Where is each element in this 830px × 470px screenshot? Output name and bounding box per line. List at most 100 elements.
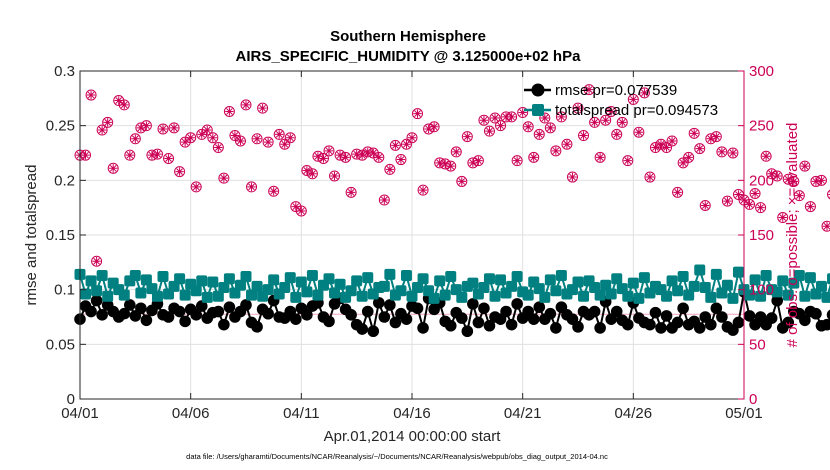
totalspread-point [140,274,152,286]
obs-point [262,136,274,148]
totalspread-series [74,264,830,304]
totalspread-point [804,272,816,284]
totalspread-point [732,266,744,278]
obs-possible-marker [373,151,385,163]
obs-evaluated-marker [263,137,273,147]
totalspread-point [262,284,274,296]
totalspread-point [240,271,252,283]
obs-possible-marker [400,138,412,150]
totalspread-point [511,271,523,283]
rmse-point [649,306,662,319]
obs-possible-marker [627,93,639,105]
obs-evaluated-marker [623,156,632,165]
obs-possible-marker [616,116,628,128]
obs-evaluated-marker [629,95,638,104]
rmse-point [782,316,795,329]
rmse-point [677,302,689,315]
obs-point [539,112,551,124]
obs-point [124,149,136,161]
obs-evaluated-marker [822,222,830,231]
obs-point [80,149,92,161]
rmse-point [483,319,496,332]
obs-evaluated-marker [131,134,140,143]
obs-possible-marker [495,120,507,132]
obs-evaluated-marker [380,195,389,205]
obs-point [528,151,540,163]
obs-possible-marker [439,158,451,170]
obs-point [118,99,130,111]
obs-possible-marker [583,84,595,96]
totalspread-point [793,269,805,281]
totalspread-point [483,273,495,285]
obs-evaluated-marker [203,125,212,135]
obs-evaluated-marker [109,164,118,173]
obs-evaluated-marker [81,150,90,160]
totalspread-point [96,269,108,281]
obs-point [600,114,612,126]
legend-totalspread-marker [532,104,544,116]
obs-possible-marker [483,125,495,137]
obs-evaluated-marker [490,113,500,123]
rmse-point [671,316,684,329]
obs-point [290,201,302,213]
obs-evaluated-marker [518,108,527,117]
y-left-tick-label: 0.15 [46,227,75,244]
x-axis-ticks: 04/01 04/06 04/11 04/16 04/21 04/26 05/01 [61,71,763,422]
obs-possible-marker [771,170,783,182]
totalspread-point [539,291,551,303]
totalspread-point [627,277,639,289]
obs-possible-marker [666,135,678,147]
obs-possible-marker [511,155,523,167]
rmse-point [118,307,131,320]
obs-possible-marker [749,187,761,199]
obs-evaluated-marker [524,122,533,131]
obs-evaluated-marker [258,103,267,113]
chart-subtitle: AIRS_SPECIFIC_HUMIDITY @ 3.125000e+02 hP… [236,48,582,65]
totalspread-point [694,264,706,276]
obs-point [301,164,313,176]
obs-point [489,112,501,124]
rmse-point [810,307,822,320]
rmse-point [821,318,830,331]
totalspread-point [744,289,756,301]
obs-point [815,174,827,186]
obs-evaluated-marker [92,257,101,266]
y-axis-right-label: # of obs: o=possible; ×=evaluated [784,123,801,348]
obs-evaluated-marker [584,85,594,94]
totalspread-point [705,291,717,303]
obs-possible-marker [395,154,407,166]
obs-possible-marker [317,152,329,164]
rmse-point [356,323,369,335]
obs-possible-marker [367,147,379,159]
obs-possible-marker [450,146,462,158]
obs-possible-marker [777,212,789,224]
obs-point [85,89,97,101]
rmse-point [323,315,335,328]
obs-evaluated-marker [252,134,262,143]
x-tick-label: 04/21 [504,405,542,422]
obs-possible-marker [423,123,435,135]
obs-possible-marker [649,142,661,154]
totalspread-point [356,290,368,302]
obs-point [517,107,529,119]
totalspread-point [196,275,208,287]
obs-evaluated-marker [767,169,776,178]
obs-evaluated-marker [275,130,284,139]
obs-possible-marker [478,114,490,126]
obs-possible-marker [566,171,578,183]
obs-possible-marker [821,220,830,232]
obs-evaluated-marker [568,172,577,182]
obs-evaluated-marker [512,156,522,165]
y-right-tick-label: 100 [749,282,774,299]
obs-evaluated-marker [734,190,743,199]
obs-possible-marker [284,132,296,144]
obs-possible-marker [240,99,252,111]
totalspread-point [495,274,507,286]
obs-point [129,133,141,145]
totalspread-point [345,285,357,297]
obs-possible-marker [561,138,573,150]
totalspread-point [102,290,114,302]
rmse-point [251,321,263,333]
totalspread-point [600,279,612,291]
